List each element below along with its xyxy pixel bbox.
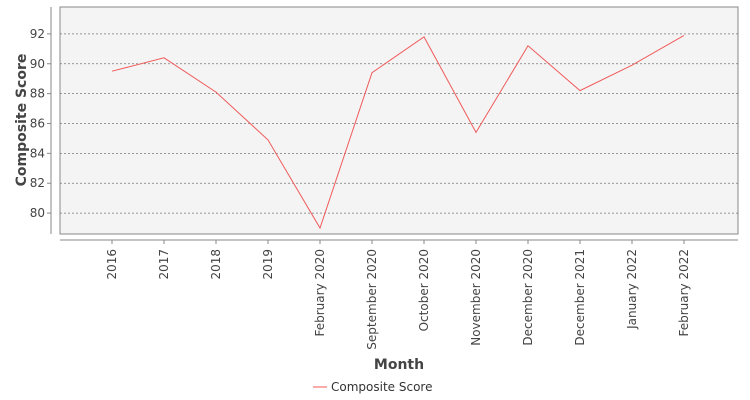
- x-tick-label: November 2020: [469, 249, 483, 346]
- legend: Composite Score: [313, 380, 432, 394]
- series-line: [111, 34, 685, 230]
- plot-background: [59, 6, 739, 235]
- x-tick-label: December 2020: [521, 249, 535, 346]
- x-tick-label: 2019: [261, 249, 275, 280]
- x-axis-title: Month: [374, 357, 424, 373]
- y-tick-label: 80: [30, 206, 45, 220]
- x-tick-label: 2017: [157, 249, 171, 280]
- x-tick-label: 2018: [209, 249, 223, 280]
- x-tick-label: February 2022: [677, 249, 691, 337]
- x-axis: 2016 2017 2018 2019 February 2020 September 2…: [60, 239, 738, 350]
- grid-lines: [60, 33, 738, 214]
- x-tick-label: 2016: [105, 249, 119, 280]
- x-tick-label: October 2020: [417, 249, 431, 331]
- x-tick-label: September 2020: [365, 249, 379, 350]
- y-axis: 80 82 84 86 88 90 92: [30, 7, 52, 234]
- y-tick-label: 82: [30, 176, 45, 190]
- x-tick-label: December 2021: [573, 249, 587, 346]
- y-tick-label: 92: [30, 27, 45, 41]
- x-tick-label: January 2022: [625, 249, 639, 330]
- x-tick-label: February 2020: [313, 249, 327, 337]
- y-tick-label: 88: [30, 87, 45, 101]
- y-tick-label: 86: [30, 116, 45, 130]
- series-layer: [111, 34, 685, 230]
- y-tick-label: 90: [30, 57, 45, 71]
- y-tick-label: 84: [30, 146, 45, 160]
- legend-label: Composite Score: [331, 380, 432, 394]
- y-axis-title: Composite Score: [14, 54, 30, 187]
